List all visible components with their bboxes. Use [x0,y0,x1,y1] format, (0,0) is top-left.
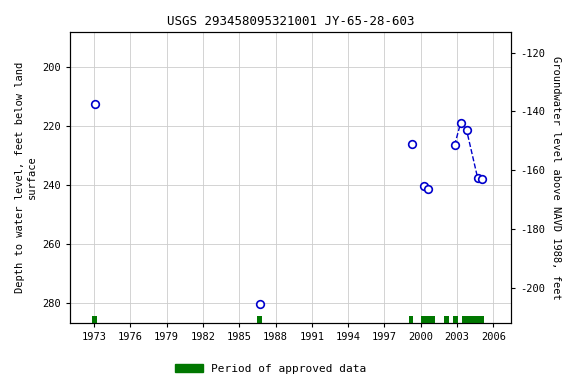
Bar [462,316,484,323]
Bar [408,316,414,323]
Title: USGS 293458095321001 JY-65-28-603: USGS 293458095321001 JY-65-28-603 [167,15,414,28]
Legend: Period of approved data: Period of approved data [170,359,371,379]
Y-axis label: Groundwater level above NAVD 1988, feet: Groundwater level above NAVD 1988, feet [551,56,561,300]
Bar [453,316,458,323]
Bar [257,316,262,323]
Bar [444,316,449,323]
Bar [420,316,435,323]
Bar [92,316,97,323]
Y-axis label: Depth to water level, feet below land
surface: Depth to water level, feet below land su… [15,62,37,293]
